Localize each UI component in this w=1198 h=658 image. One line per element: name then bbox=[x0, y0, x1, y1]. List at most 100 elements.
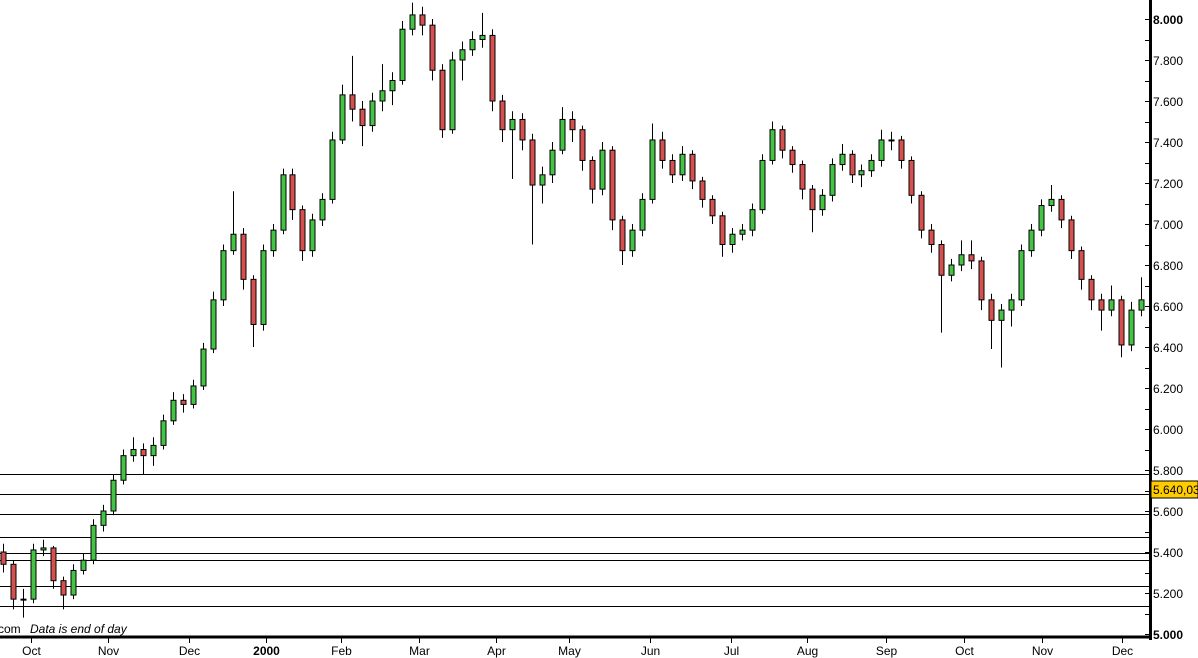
candle bbox=[669, 154, 676, 183]
candle-body bbox=[888, 139, 895, 142]
y-tick-label: 6.000 bbox=[1153, 423, 1183, 437]
candle-body bbox=[1118, 299, 1125, 346]
candle bbox=[339, 84, 346, 145]
candle bbox=[210, 291, 217, 354]
candle bbox=[499, 94, 506, 142]
candle-body bbox=[868, 159, 875, 172]
candle bbox=[689, 150, 696, 190]
candle-body bbox=[210, 299, 217, 350]
candle-body bbox=[280, 174, 287, 231]
candle-body bbox=[499, 100, 506, 131]
candle bbox=[759, 154, 766, 214]
candle bbox=[659, 131, 666, 169]
candle bbox=[918, 191, 925, 239]
candle bbox=[519, 113, 526, 151]
candle-body bbox=[529, 139, 536, 186]
candle bbox=[379, 64, 386, 112]
candle bbox=[1118, 295, 1125, 358]
candle-body bbox=[230, 233, 237, 252]
current-price-marker: 5.640,03 bbox=[1150, 480, 1198, 499]
current-price-label-bg bbox=[1150, 480, 1198, 499]
candle-body bbox=[928, 229, 935, 245]
candle-body bbox=[938, 244, 945, 276]
candle-body bbox=[289, 174, 296, 211]
candle bbox=[349, 55, 356, 122]
x-tick-label: Nov bbox=[1032, 644, 1053, 658]
candle bbox=[319, 193, 326, 227]
candle-body bbox=[449, 59, 456, 131]
candle-body bbox=[250, 278, 257, 325]
candle bbox=[100, 504, 107, 532]
candle-body bbox=[978, 260, 985, 301]
candle-body bbox=[20, 598, 27, 601]
candle-body bbox=[669, 159, 676, 176]
candle-body bbox=[589, 159, 596, 190]
x-tick-label: Oct bbox=[22, 644, 41, 658]
candle bbox=[399, 21, 406, 85]
candle-body bbox=[509, 118, 516, 131]
candle bbox=[230, 191, 237, 255]
x-tick-label: Oct bbox=[955, 644, 974, 658]
candle-body bbox=[80, 559, 87, 571]
candle bbox=[1128, 301, 1135, 352]
candle bbox=[878, 129, 885, 167]
candle-body bbox=[599, 149, 606, 190]
x-tick-label: Aug bbox=[797, 644, 818, 658]
candle-body bbox=[769, 129, 776, 161]
candle bbox=[549, 142, 556, 183]
candle bbox=[1138, 277, 1145, 317]
candle bbox=[1048, 185, 1055, 212]
candle bbox=[30, 543, 37, 604]
candle-body bbox=[329, 139, 336, 200]
candle-body bbox=[349, 94, 356, 110]
candle bbox=[20, 588, 27, 618]
candle bbox=[948, 258, 955, 282]
candle-body bbox=[799, 164, 806, 190]
candle bbox=[50, 545, 57, 589]
candle-body bbox=[160, 420, 167, 446]
candle bbox=[369, 92, 376, 132]
candle-body bbox=[339, 94, 346, 141]
candle-body bbox=[759, 159, 766, 211]
candle-body bbox=[240, 233, 247, 280]
candle bbox=[968, 240, 975, 270]
candle bbox=[329, 131, 336, 204]
candle-body bbox=[829, 164, 836, 196]
candle bbox=[809, 185, 816, 233]
candle-body bbox=[918, 194, 925, 231]
candle-body bbox=[559, 118, 566, 151]
candle bbox=[898, 135, 905, 169]
candle bbox=[539, 166, 546, 204]
x-tick-label: Jul bbox=[724, 644, 739, 658]
candle-body bbox=[409, 14, 416, 30]
candle bbox=[928, 224, 935, 253]
candle bbox=[769, 121, 776, 165]
candle-body bbox=[1128, 309, 1135, 346]
x-tick-label: Apr bbox=[487, 644, 506, 658]
candle-body bbox=[120, 455, 127, 481]
candle-body bbox=[70, 569, 77, 596]
candle bbox=[120, 449, 127, 485]
candle bbox=[958, 240, 965, 272]
y-tick-label: 6.200 bbox=[1153, 382, 1183, 396]
candle-body bbox=[359, 108, 366, 127]
candle bbox=[280, 168, 287, 235]
candle-body bbox=[579, 129, 586, 161]
y-tick-label: 5.200 bbox=[1153, 587, 1183, 601]
candle bbox=[240, 228, 247, 290]
candle bbox=[429, 19, 436, 81]
candle-body bbox=[709, 198, 716, 217]
candle-body bbox=[150, 444, 157, 457]
x-tick-label: 2000 bbox=[253, 644, 280, 658]
y-tick-label: 7.800 bbox=[1153, 54, 1183, 68]
candle bbox=[749, 203, 756, 237]
candle bbox=[998, 303, 1005, 368]
candle-body bbox=[629, 229, 636, 252]
candle-body bbox=[180, 399, 187, 405]
candle-body bbox=[789, 149, 796, 166]
candle bbox=[10, 560, 17, 610]
candle-body bbox=[1108, 299, 1115, 311]
candle-body bbox=[399, 28, 406, 81]
candle bbox=[90, 519, 97, 565]
y-tick-label: 8.000 bbox=[1153, 13, 1183, 27]
